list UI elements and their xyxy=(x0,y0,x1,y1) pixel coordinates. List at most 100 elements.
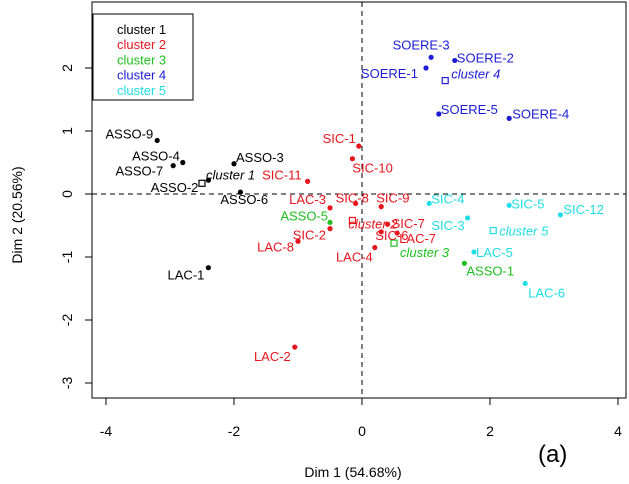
center-marker-cluster-2 xyxy=(348,216,356,225)
center-label-cluster-5: cluster 5 xyxy=(499,224,549,239)
label-asso-2: ASSO-2 xyxy=(151,180,199,195)
point-asso-1 xyxy=(461,260,467,266)
point-asso-5 xyxy=(327,219,333,225)
label-soere-2: SOERE-2 xyxy=(457,50,514,65)
reference-lines xyxy=(92,2,626,398)
point-sic-6 xyxy=(378,229,384,235)
point-sic-1 xyxy=(356,143,362,149)
point-sic-3 xyxy=(465,215,471,221)
label-asso-6: ASSO-6 xyxy=(220,192,268,207)
point-sic-4 xyxy=(426,200,432,207)
point-sic-5 xyxy=(506,202,512,208)
point-asso-2 xyxy=(205,177,211,183)
x-tick-label: 0 xyxy=(358,423,366,439)
y-tick-label: 0 xyxy=(59,190,75,198)
point-lac-6 xyxy=(522,280,528,287)
legend-entry-5: cluster 5 xyxy=(117,83,166,98)
label-sic-1: SIC-1 xyxy=(323,131,356,146)
point-asso-3 xyxy=(231,161,237,167)
point-sic-7 xyxy=(385,221,391,227)
y-axis: -3 -2 -1 0 1 2 xyxy=(59,64,92,389)
legend-entry-2: cluster 2 xyxy=(117,37,166,52)
center-marker-cluster-1 xyxy=(198,179,206,187)
label-asso-9: ASSO-9 xyxy=(106,126,154,141)
label-lac-3: LAC-3 xyxy=(289,192,326,207)
x-tick-label: 2 xyxy=(486,423,494,439)
x-tick-label: 4 xyxy=(614,423,622,439)
center-marker-cluster-3 xyxy=(390,239,398,247)
label-sic-2: SIC-2 xyxy=(293,228,326,243)
label-asso-5: ASSO-5 xyxy=(280,208,328,223)
label-soere-4: SOERE-4 xyxy=(512,106,569,121)
point-soere-2 xyxy=(452,57,458,64)
plot-frame xyxy=(91,1,627,399)
label-soere-5: SOERE-5 xyxy=(441,102,498,117)
center-marker-cluster-5 xyxy=(489,226,497,235)
center-label-cluster-4: cluster 4 xyxy=(451,67,500,82)
label-sic-4: SIC-4 xyxy=(431,191,464,206)
point-sic-11 xyxy=(305,178,311,184)
label-lac-2: LAC-2 xyxy=(254,349,291,364)
cluster-centers xyxy=(198,76,497,247)
x-tick-label: -2 xyxy=(228,423,241,439)
point-asso-6 xyxy=(237,189,243,195)
point-lac-3 xyxy=(327,205,333,211)
point-asso-9 xyxy=(154,137,160,144)
point-sic-10 xyxy=(349,156,355,162)
y-tick-label: -1 xyxy=(59,251,75,264)
point-lac-8 xyxy=(295,238,301,244)
x-axis-label: Dim 1 (54.68%) xyxy=(304,464,401,480)
point-lac-1 xyxy=(205,265,211,271)
x-axis: -4 -2 0 2 4 xyxy=(100,398,622,439)
center-label-cluster-2: cluster 2 xyxy=(348,216,398,231)
label-sic-8: SIC-8 xyxy=(336,190,369,205)
point-asso-4 xyxy=(180,159,186,166)
label-asso-3: ASSO-3 xyxy=(236,150,284,165)
label-sic-5: SIC-5 xyxy=(511,196,544,211)
label-soere-1: SOERE-1 xyxy=(361,66,418,81)
point-lac-5 xyxy=(471,249,477,255)
point-sic-12 xyxy=(557,212,564,218)
y-tick-label: -3 xyxy=(59,377,75,390)
point-soere-4 xyxy=(506,115,512,121)
label-sic-10: SIC-10 xyxy=(352,161,392,176)
label-asso-7: ASSO-7 xyxy=(116,164,164,179)
label-sic-11: SIC-11 xyxy=(262,167,302,182)
point-asso-7 xyxy=(170,163,176,169)
label-lac-7: LAC-7 xyxy=(399,231,436,246)
legend-box xyxy=(92,13,194,101)
point-soere-3 xyxy=(428,54,434,60)
label-lac-8: LAC-8 xyxy=(257,239,294,254)
data-points xyxy=(154,54,564,350)
label-asso-1: ASSO-1 xyxy=(466,263,514,278)
point-lac-7 xyxy=(394,230,400,236)
point-lac-4 xyxy=(372,244,378,251)
label-sic-12: SIC-12 xyxy=(563,202,603,217)
y-tick-label: 1 xyxy=(59,127,75,135)
label-lac-1: LAC-1 xyxy=(168,268,205,283)
y-tick-label: 2 xyxy=(59,64,75,72)
label-lac-6: LAC-6 xyxy=(528,285,565,300)
label-lac-5: LAC-5 xyxy=(476,245,513,260)
point-lac-2 xyxy=(292,344,298,350)
point-sic-8 xyxy=(353,200,359,207)
label-lac-4: LAC-4 xyxy=(336,250,373,265)
legend-entry-1: cluster 1 xyxy=(117,22,166,37)
legend-entry-3: cluster 3 xyxy=(117,52,166,67)
center-marker-cluster-4 xyxy=(441,76,449,85)
legend-entry-4: cluster 4 xyxy=(117,68,166,83)
panel-tag: (a) xyxy=(538,441,567,468)
label-sic-3: SIC-3 xyxy=(431,218,464,233)
label-sic-9: SIC-9 xyxy=(376,191,409,206)
point-soere-1 xyxy=(423,65,429,71)
point-sic-9 xyxy=(378,204,384,210)
label-soere-3: SOERE-3 xyxy=(393,37,450,52)
center-label-cluster-3: cluster 3 xyxy=(400,245,450,260)
y-axis-label: Dim 2 (20.56%) xyxy=(9,166,25,263)
point-soere-5 xyxy=(436,111,442,117)
center-label-cluster-1: cluster 1 xyxy=(206,167,255,182)
label-sic-7: SIC-7 xyxy=(392,216,425,231)
